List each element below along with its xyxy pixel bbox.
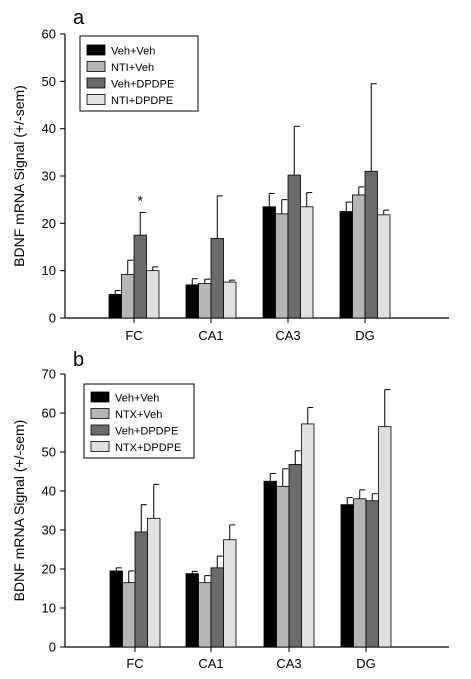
y-tick-label: 10 (42, 263, 56, 278)
legend-entry: Veh+Veh (115, 393, 159, 405)
legend: Veh+Veh NTX+Veh Veh+DPDPE NTX+DPDPE (83, 383, 195, 459)
y-axis-label: BDNF mRNA Signal (+/-sem) (11, 420, 27, 602)
bar (122, 582, 136, 648)
legend-entry: NTI+DPDPE (111, 95, 173, 107)
bar (198, 582, 212, 648)
y-tick-label: 60 (42, 27, 56, 42)
bar (108, 293, 122, 319)
legend-entry: NTI+Veh (111, 62, 154, 74)
legend-entry: Veh+DPDPE (111, 79, 174, 91)
y-tick-label: 60 (42, 406, 56, 421)
bar (185, 573, 199, 648)
bar (121, 274, 135, 319)
bar (300, 206, 314, 319)
legend-swatch (90, 408, 110, 419)
legend-swatch (90, 391, 110, 403)
panel-label: b (73, 349, 84, 371)
bar (134, 531, 148, 648)
bar (377, 214, 391, 319)
bar (147, 517, 161, 648)
y-tick-label: 50 (42, 445, 56, 460)
bar (210, 238, 224, 319)
chart-panel-a: a 0 10 20 30 40 50 60 BDNF mRNA Signal (+/-sem) F… (11, 7, 449, 343)
bar (378, 426, 392, 648)
significance-marker: * (138, 192, 144, 208)
y-tick-label: 50 (42, 74, 56, 89)
legend-swatch (86, 94, 106, 105)
y-tick-label: 20 (42, 216, 56, 231)
legend-entry: NTX+DPDPE (115, 442, 181, 454)
y-tick-label: 40 (42, 484, 56, 499)
bar (276, 485, 290, 648)
x-tick-label: DG (356, 656, 376, 671)
legend-entry: Veh+Veh (111, 46, 155, 58)
bar (364, 170, 378, 319)
x-tick-label: CA1 (198, 656, 223, 671)
bar (340, 504, 354, 648)
y-tick-label: 30 (42, 523, 56, 538)
bar (275, 213, 289, 319)
x-tick-label: DG (355, 328, 375, 343)
bar (288, 464, 302, 648)
bar (353, 498, 367, 648)
legend-swatch (86, 61, 106, 72)
panel-label: a (73, 7, 85, 29)
x-tick-label: FC (126, 656, 143, 671)
legend-entry: Veh+DPDPE (115, 426, 178, 438)
bar (339, 211, 353, 319)
y-tick-label: 20 (42, 562, 56, 577)
legend-swatch (86, 44, 106, 56)
y-tick-label: 30 (42, 169, 56, 184)
y-tick-label: 0 (49, 311, 56, 326)
x-tick-label: CA3 (275, 328, 300, 343)
y-tick-label: 70 (42, 367, 56, 382)
bar (263, 480, 277, 648)
bar (262, 206, 276, 319)
legend: Veh+Veh NTI+Veh Veh+DPDPE NTI+DPDPE (79, 35, 199, 112)
bar (146, 270, 160, 319)
bar (133, 234, 147, 319)
bar (223, 281, 237, 319)
legend-swatch (90, 424, 110, 436)
y-tick-label: 40 (42, 121, 56, 136)
x-tick-label: FC (125, 328, 142, 343)
legend-swatch (90, 441, 110, 452)
bar (109, 570, 123, 648)
bar (210, 567, 224, 648)
y-tick-label: 10 (42, 601, 56, 616)
bar (185, 284, 199, 319)
bar (352, 194, 366, 319)
bar (223, 539, 237, 648)
legend-swatch (86, 77, 106, 89)
chart-panel-b: b 0 10 20 30 40 50 60 70 BDNF mRNA Signal (+/-sem… (11, 349, 449, 671)
x-tick-label: CA1 (198, 328, 223, 343)
bar (365, 500, 379, 648)
bar (198, 283, 212, 319)
bar (287, 174, 301, 319)
x-tick-label: CA3 (276, 656, 301, 671)
y-axis-label: BDNF mRNA Signal (+/-sem) (11, 85, 27, 267)
y-tick-label: 0 (49, 640, 56, 655)
legend-entry: NTX+Veh (115, 409, 162, 421)
bar (301, 423, 315, 648)
